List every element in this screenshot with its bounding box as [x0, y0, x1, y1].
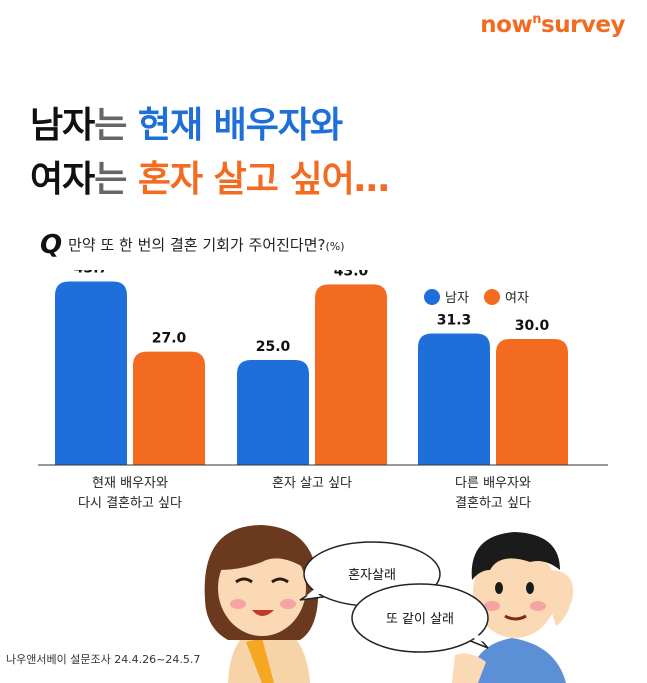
category-label-0-0: 현재 배우자와 [92, 476, 168, 491]
bar-female-0 [133, 351, 205, 465]
speech-bubble-2: 또 같이 살래 [351, 583, 489, 653]
legend-swatch-male [424, 289, 440, 305]
source-note: 나우앤서베이 설문조사 24.4.26~24.5.7 [6, 653, 201, 666]
bar-male-2 [418, 333, 490, 465]
data-label-male-0: 43.7 [74, 270, 109, 276]
headline-particle-2: 는 [94, 159, 138, 200]
headline-subject-male: 남자 [30, 105, 95, 146]
headline-subject-female: 여자 [30, 159, 95, 200]
brand-logo: nownsurvey [480, 12, 625, 38]
data-label-male-1: 25.0 [256, 339, 291, 355]
category-label-2-1: 결혼하고 싶다 [455, 496, 531, 511]
bar-male-1 [237, 360, 309, 465]
bubble-text-2: 또 같이 살래 [386, 612, 454, 627]
bubble-text-1: 혼자살래 [348, 568, 396, 583]
headline-line-2: 여자는 혼자 살고 싶어… [30, 150, 390, 202]
couple-illustration: 혼자살래 또 같이 살래 [204, 525, 573, 683]
headline-phrase-2: 혼자 살고 싶어… [137, 159, 390, 200]
woman-figure-icon [204, 525, 319, 683]
data-label-female-2: 30.0 [515, 318, 550, 334]
bar-female-1 [315, 284, 387, 465]
survey-question: Q 만약 또 한 번의 결혼 기회가 주어진다면?(%) [40, 230, 345, 260]
legend-label-male: 남자 [445, 291, 469, 306]
bar-male-0 [55, 281, 127, 465]
headline-particle-1: 는 [94, 105, 138, 146]
bar-female-2 [496, 339, 568, 465]
headline-phrase-1: 현재 배우자와 [137, 105, 343, 146]
headline-line-1: 남자는 현재 배우자와 [30, 96, 343, 148]
question-unit: (%) [325, 240, 345, 253]
question-text: 만약 또 한 번의 결혼 기회가 주어진다면? [68, 236, 326, 254]
category-label-0-1: 다시 결혼하고 싶다 [78, 496, 182, 511]
question-mark-q: Q [40, 230, 63, 260]
data-label-female-0: 27.0 [152, 331, 187, 347]
data-label-male-2: 31.3 [437, 313, 472, 329]
category-label-2-0: 다른 배우자와 [455, 476, 531, 491]
category-label-1-0: 혼자 살고 싶다 [272, 476, 352, 491]
legend-label-female: 여자 [505, 291, 529, 306]
man-figure-icon [452, 532, 573, 683]
legend-swatch-female [484, 289, 500, 305]
data-label-female-1: 43.0 [334, 270, 369, 279]
